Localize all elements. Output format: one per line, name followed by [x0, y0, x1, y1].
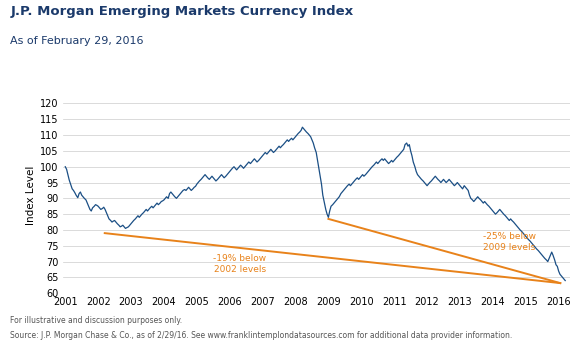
Text: As of February 29, 2016: As of February 29, 2016 [10, 36, 144, 46]
Text: -25% below
2009 levels: -25% below 2009 levels [483, 231, 536, 252]
Text: Source: J.P. Morgan Chase & Co., as of 2/29/16. See www.franklintemplondatasourc: Source: J.P. Morgan Chase & Co., as of 2… [10, 331, 513, 340]
Text: J.P. Morgan Emerging Markets Currency Index: J.P. Morgan Emerging Markets Currency In… [10, 5, 354, 18]
Y-axis label: Index Level: Index Level [26, 166, 36, 225]
Text: -19% below
2002 levels: -19% below 2002 levels [213, 254, 266, 274]
Text: For illustrative and discussion purposes only.: For illustrative and discussion purposes… [10, 316, 183, 325]
